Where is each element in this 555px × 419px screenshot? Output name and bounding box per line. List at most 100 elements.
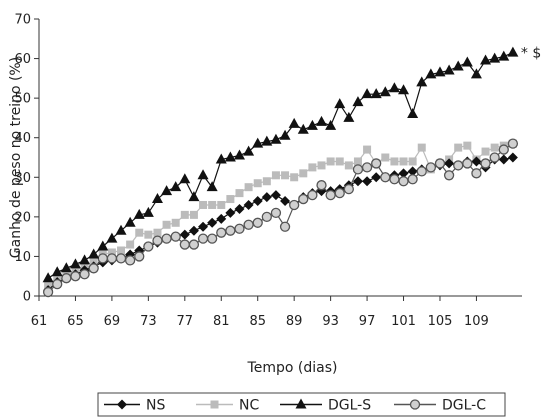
data-point-dgl-c <box>289 199 300 211</box>
data-point-dgl-s <box>97 240 109 251</box>
data-point-ns <box>207 217 218 228</box>
data-point-nc <box>408 157 417 166</box>
data-point-dgl-c <box>252 217 263 228</box>
data-point-nc <box>481 147 490 156</box>
data-point-dgl-s <box>288 117 300 128</box>
data-point-dgl-c <box>97 253 108 264</box>
data-point-ns <box>498 154 509 165</box>
axes: 0 10 20 30 40 50 60 70 61 65 69 73 77 81 85 89 93 97 101 1… <box>14 13 522 329</box>
data-point-nc <box>281 171 290 180</box>
data-point-dgl-c <box>261 211 272 223</box>
x-tick-label: 105 <box>428 314 453 329</box>
data-point-dgl-s <box>142 206 154 217</box>
data-point-dgl-c <box>216 227 227 238</box>
data-point-nc <box>235 189 244 198</box>
data-point-ns <box>243 199 254 210</box>
legend-label-dgl-s: DGL-S <box>328 398 371 414</box>
data-point-dgl-c <box>270 207 282 219</box>
data-point-dgl-c <box>152 235 163 246</box>
data-point-ns <box>198 221 209 232</box>
data-point-nc <box>217 200 226 209</box>
data-point-nc <box>335 157 344 166</box>
x-tick-label: 81 <box>213 314 230 329</box>
data-point-nc <box>463 141 472 150</box>
data-point-dgl-s <box>297 123 309 134</box>
data-point-dgl-s <box>388 82 400 93</box>
data-point-dgl-c <box>143 241 154 252</box>
data-point-dgl-c <box>79 269 90 280</box>
data-point-dgl-s <box>480 54 492 65</box>
legend-item-dgl-s: DGL-S <box>280 398 371 414</box>
data-point-dgl-s <box>42 272 54 283</box>
data-point-nc <box>344 161 353 170</box>
data-point-nc <box>262 177 271 186</box>
x-tick-label: 65 <box>67 314 84 329</box>
data-point-dgl-s <box>398 84 410 95</box>
data-point-dgl-s <box>60 262 72 273</box>
data-point-dgl-c <box>197 233 209 244</box>
data-point-dgl-s <box>461 56 473 67</box>
data-point-dgl-s <box>443 64 455 75</box>
data-point-dgl-c <box>298 193 309 205</box>
data-point-dgl-s <box>279 129 291 140</box>
x-tick-label: 85 <box>249 314 266 329</box>
data-point-dgl-s <box>243 145 255 156</box>
legend-item-nc: NC <box>196 398 259 414</box>
data-point-dgl-c <box>471 168 482 179</box>
data-point-dgl-s <box>425 68 437 79</box>
data-point-dgl-s <box>325 119 337 130</box>
data-point-ns <box>398 168 409 179</box>
legend-label-dgl-c: DGL-C <box>442 398 486 414</box>
data-point-nc <box>417 143 426 152</box>
data-point-dgl-s <box>69 258 81 269</box>
data-point-dgl-c <box>425 162 437 173</box>
data-point-ns <box>444 158 455 169</box>
data-point-dgl-s <box>470 68 482 79</box>
legend-marker-dgl-s <box>295 398 307 409</box>
data-point-dgl-s <box>261 135 273 146</box>
data-point-nc <box>490 143 499 152</box>
data-point-dgl-c <box>380 172 391 183</box>
data-point-nc <box>317 161 326 170</box>
legend-marker-ns <box>117 399 127 410</box>
series-line-ns <box>47 156 514 291</box>
data-point-nc <box>390 157 399 166</box>
data-point-dgl-c <box>462 158 473 169</box>
x-tick-label: 73 <box>140 314 157 329</box>
legend-item-ns: NS <box>104 398 165 414</box>
x-tick-label: 77 <box>177 314 194 329</box>
x-axis-title: Tempo (dias) <box>247 360 338 376</box>
data-point-nc <box>199 200 208 209</box>
data-point-dgl-s <box>343 111 355 122</box>
data-point-dgl-s <box>115 224 127 235</box>
data-point-dgl-c <box>307 189 318 201</box>
data-point-ns <box>125 249 136 260</box>
x-tick-label: 97 <box>359 314 376 329</box>
data-point-nc <box>144 230 153 239</box>
data-point-dgl-c <box>498 144 509 155</box>
data-point-nc <box>308 163 317 172</box>
data-point-ns <box>507 152 518 163</box>
data-point-dgl-s <box>361 88 373 99</box>
data-point-dgl-c <box>371 158 382 169</box>
data-point-dgl-s <box>379 86 391 97</box>
data-point-dgl-s <box>270 133 282 144</box>
data-point-dgl-c <box>453 160 464 171</box>
data-point-ns <box>471 156 482 167</box>
legend-label-nc: NC <box>239 398 259 414</box>
data-point-dgl-s <box>316 115 328 126</box>
data-point-ns <box>352 176 363 187</box>
data-point-dgl-c <box>170 231 181 242</box>
y-ticks: 0 10 20 30 40 50 60 70 <box>14 13 39 305</box>
significance-annotation: * $ <box>521 46 541 62</box>
data-point-dgl-c <box>407 174 418 185</box>
data-point-dgl-c <box>134 251 145 262</box>
x-tick-label: 109 <box>464 314 489 329</box>
data-point-ns <box>371 172 382 183</box>
data-point-dgl-c <box>416 166 427 177</box>
x-tick-label: 61 <box>31 314 48 329</box>
data-point-ns <box>225 207 236 218</box>
data-point-nc <box>399 157 408 166</box>
data-point-ns <box>280 196 291 207</box>
